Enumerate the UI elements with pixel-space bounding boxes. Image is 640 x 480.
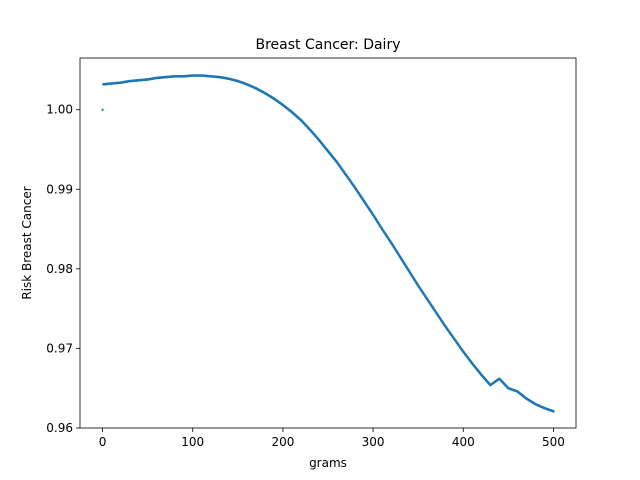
y-axis: 0.96 0.97 0.98 0.99 1.00 (46, 103, 80, 435)
y-tick-label: 0.97 (46, 341, 73, 355)
x-tick-label: 500 (542, 435, 565, 449)
plot-background (80, 58, 576, 428)
x-tick-label: 100 (181, 435, 204, 449)
x-axis-label: grams (309, 456, 347, 470)
x-tick-label: 300 (362, 435, 385, 449)
y-tick-label: 0.99 (46, 182, 73, 196)
data-points (101, 74, 555, 413)
chart-title: Breast Cancer: Dairy (256, 37, 401, 53)
x-axis: 0 100 200 300 400 500 (99, 428, 565, 449)
y-tick-label: 0.98 (46, 262, 73, 276)
y-tick-label: 0.96 (46, 421, 73, 435)
x-tick-label: 0 (99, 435, 107, 449)
x-tick-label: 200 (271, 435, 294, 449)
y-axis-label: Risk Breast Cancer (20, 186, 34, 299)
plot-frame (79, 57, 577, 429)
plot-area (79, 57, 577, 429)
data-point (101, 108, 104, 111)
data-point (552, 409, 555, 413)
y-tick-label: 1.00 (46, 103, 73, 117)
x-tick-label: 400 (452, 435, 475, 449)
